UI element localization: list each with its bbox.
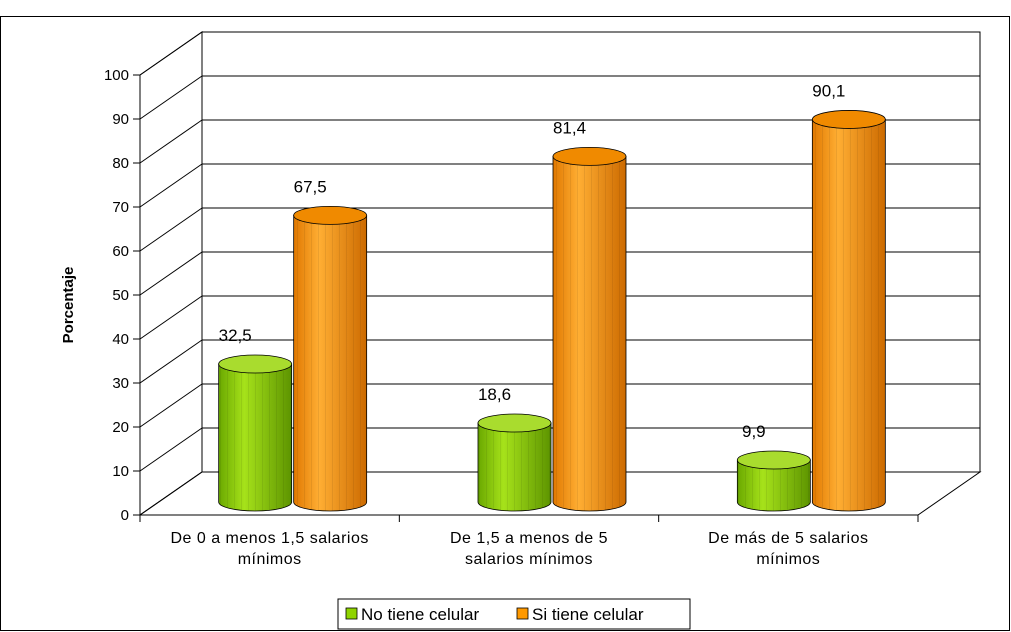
- gridline-side: [139, 207, 203, 252]
- bar-top: [552, 146, 627, 166]
- y-tick-label: 60: [112, 243, 129, 260]
- y-tick-label: 0: [121, 507, 129, 524]
- gridline-side: [139, 119, 203, 164]
- gridline-side: [139, 75, 203, 120]
- bar-texture: [812, 119, 886, 512]
- legend-swatch: [516, 607, 529, 620]
- category-label: mínimos: [756, 551, 820, 568]
- y-tick-label: 80: [112, 155, 129, 172]
- category-label: De 1,5 a menos de 5: [450, 530, 608, 547]
- y-tick-label: 90: [112, 111, 129, 128]
- bar-si-tiene: [293, 205, 368, 512]
- gridline-side: [139, 31, 203, 76]
- category-label: mínimos: [238, 551, 302, 568]
- y-tick-label: 20: [112, 419, 129, 436]
- bar-texture: [293, 215, 367, 511]
- y-tick-labels: 0 10 20 30 40 50 60 70 80 90 100: [104, 67, 129, 524]
- chart-border: [0, 16, 1010, 631]
- bars: [218, 110, 886, 512]
- data-label: 18,6: [478, 385, 511, 404]
- y-tick-label: 70: [112, 199, 129, 216]
- category-labels: De 0 a menos 1,5 salarios mínimos De 1,5 a…: [170, 530, 868, 568]
- legend-label: No tiene celular: [361, 605, 479, 624]
- y-tick-label: 30: [112, 375, 129, 392]
- bar-top: [477, 413, 552, 433]
- bar-no-tiene: [218, 354, 293, 512]
- data-label: 67,5: [294, 177, 327, 196]
- y-tick-label: 10: [112, 463, 129, 480]
- y-tick-label: 100: [104, 67, 129, 84]
- axes: [133, 74, 919, 522]
- gridline-side: [139, 251, 203, 296]
- gridline-side: [139, 163, 203, 208]
- bar-no-tiene: [736, 450, 811, 512]
- y-tick-label: 40: [112, 331, 129, 348]
- data-label: 90,1: [812, 81, 845, 100]
- bar-top: [218, 354, 293, 374]
- gridline-side: [139, 339, 203, 384]
- data-labels: 32,5 67,5 18,6 81,4 9,9 90,1: [219, 81, 846, 441]
- category-label: De más de 5 salarios: [708, 530, 868, 547]
- legend: No tiene celular Si tiene celular: [337, 598, 691, 630]
- bar-texture: [478, 423, 551, 511]
- bar-top: [811, 110, 886, 129]
- bar-no-tiene: [477, 413, 552, 512]
- bar-si-tiene: [552, 146, 627, 512]
- bar-texture: [737, 459, 811, 511]
- data-label: 81,4: [553, 118, 586, 137]
- legend-swatch: [345, 607, 358, 620]
- category-label: De 0 a menos 1,5 salarios: [170, 530, 368, 547]
- legend-label: Si tiene celular: [532, 605, 644, 624]
- bar-top: [293, 205, 368, 225]
- gridline-side: [139, 383, 203, 428]
- bar-texture: [218, 364, 292, 511]
- y-tick-label: 50: [112, 287, 129, 304]
- data-label: 32,5: [219, 326, 252, 345]
- gridline-side: [139, 427, 203, 472]
- y-axis-label: Porcentaje: [60, 267, 77, 344]
- gridline-side: [139, 471, 203, 516]
- data-label: 9,9: [742, 422, 766, 441]
- category-label: salarios mínimos: [465, 551, 593, 568]
- bar-texture: [553, 156, 626, 511]
- legend-box: [337, 598, 691, 630]
- bar-top: [736, 450, 811, 470]
- bar-si-tiene: [811, 110, 886, 512]
- gridline-side: [139, 295, 203, 340]
